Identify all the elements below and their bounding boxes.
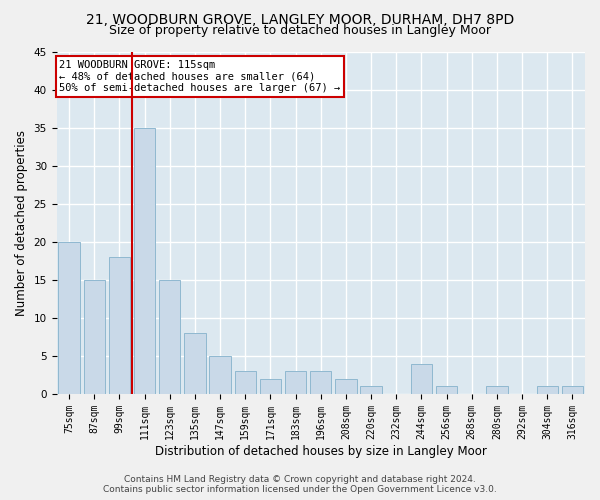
Bar [184, 333, 206, 394]
Bar [159, 280, 181, 394]
Bar [536, 386, 558, 394]
Bar [134, 128, 155, 394]
Bar [562, 386, 583, 394]
Text: Size of property relative to detached houses in Langley Moor: Size of property relative to detached ho… [109, 24, 491, 37]
Bar [235, 371, 256, 394]
Bar [486, 386, 508, 394]
Bar [83, 280, 105, 394]
Bar [109, 257, 130, 394]
Bar [285, 371, 306, 394]
Bar [411, 364, 432, 394]
Text: Contains HM Land Registry data © Crown copyright and database right 2024.
Contai: Contains HM Land Registry data © Crown c… [103, 474, 497, 494]
Bar [58, 242, 80, 394]
Text: 21, WOODBURN GROVE, LANGLEY MOOR, DURHAM, DH7 8PD: 21, WOODBURN GROVE, LANGLEY MOOR, DURHAM… [86, 12, 514, 26]
Bar [436, 386, 457, 394]
Text: 21 WOODBURN GROVE: 115sqm
← 48% of detached houses are smaller (64)
50% of semi-: 21 WOODBURN GROVE: 115sqm ← 48% of detac… [59, 60, 340, 94]
Y-axis label: Number of detached properties: Number of detached properties [15, 130, 28, 316]
Bar [209, 356, 231, 394]
Bar [335, 379, 356, 394]
Bar [361, 386, 382, 394]
Bar [260, 379, 281, 394]
Bar [310, 371, 331, 394]
X-axis label: Distribution of detached houses by size in Langley Moor: Distribution of detached houses by size … [155, 444, 487, 458]
